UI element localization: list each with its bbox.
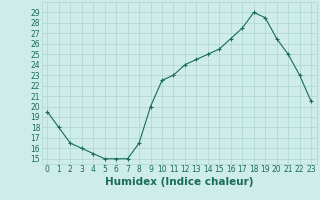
X-axis label: Humidex (Indice chaleur): Humidex (Indice chaleur) bbox=[105, 177, 253, 187]
